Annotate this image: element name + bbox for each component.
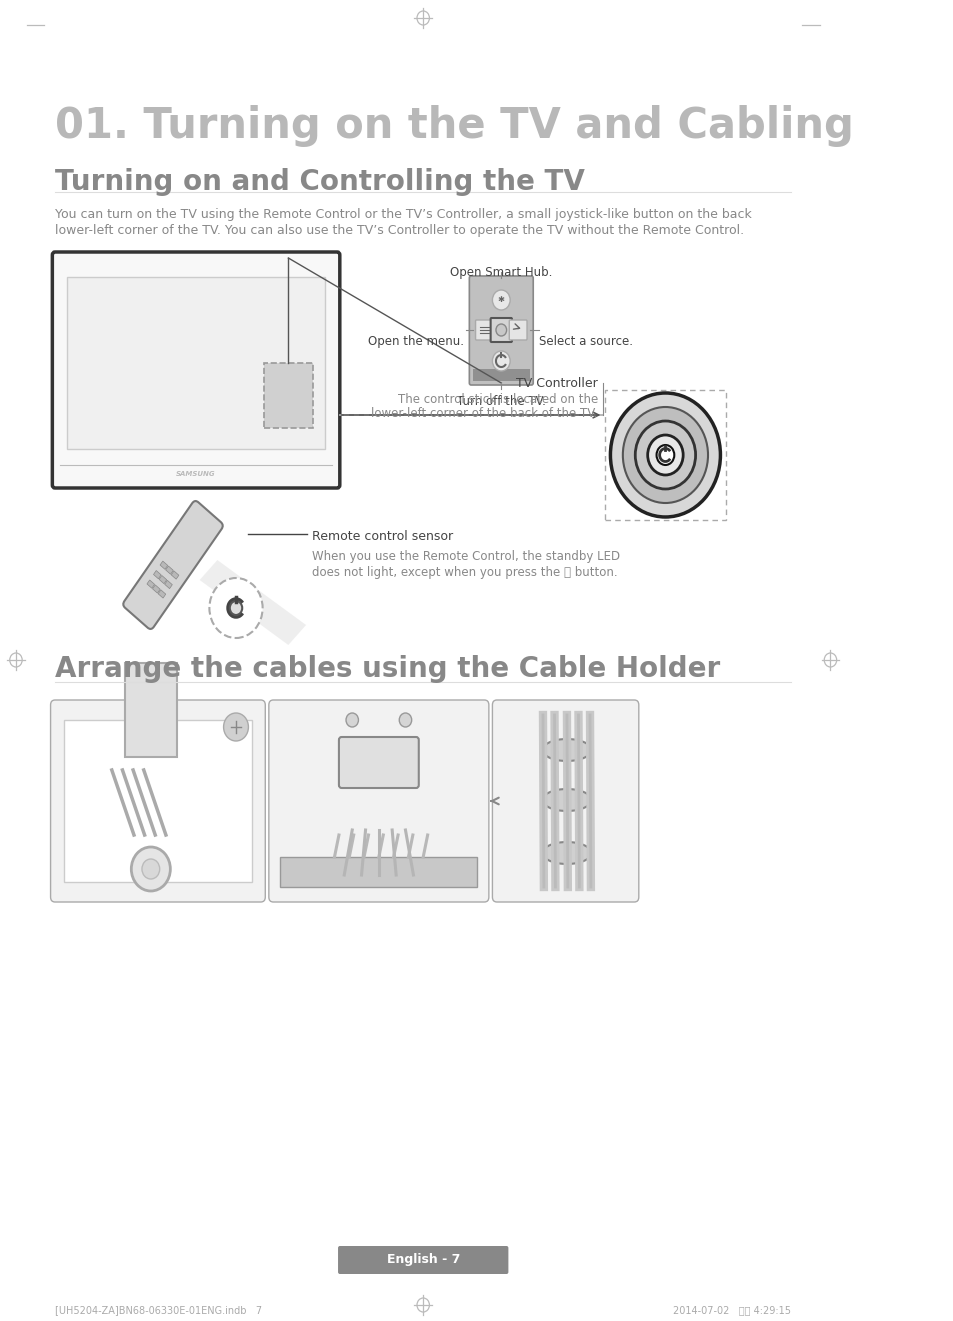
Bar — [280, 857, 476, 886]
Text: lower-left corner of the TV. You can also use the TV’s Controller to operate the: lower-left corner of the TV. You can als… — [55, 225, 743, 236]
Circle shape — [223, 713, 248, 741]
FancyBboxPatch shape — [469, 276, 533, 384]
Text: Turning on and Controlling the TV: Turning on and Controlling the TV — [55, 168, 584, 196]
Circle shape — [492, 291, 510, 310]
Bar — [165, 580, 172, 589]
Ellipse shape — [542, 841, 591, 864]
Text: 01. Turning on the TV and Cabling: 01. Turning on the TV and Cabling — [55, 104, 853, 147]
Text: Arrange the cables using the Cable Holder: Arrange the cables using the Cable Holde… — [55, 655, 720, 683]
Text: When you use the Remote Control, the standby LED: When you use the Remote Control, the sta… — [312, 550, 619, 563]
Text: Remote control sensor: Remote control sensor — [312, 530, 453, 543]
Text: The control stick is located on the: The control stick is located on the — [397, 394, 598, 406]
Bar — [147, 580, 154, 588]
Bar — [171, 571, 178, 579]
Circle shape — [622, 407, 707, 503]
FancyBboxPatch shape — [123, 501, 222, 629]
FancyBboxPatch shape — [337, 1246, 508, 1273]
Circle shape — [635, 421, 695, 489]
Circle shape — [496, 324, 506, 336]
FancyBboxPatch shape — [264, 363, 313, 428]
Circle shape — [610, 394, 720, 517]
Text: Open Smart Hub.: Open Smart Hub. — [450, 266, 552, 279]
Circle shape — [142, 859, 159, 878]
Bar — [152, 585, 160, 593]
FancyBboxPatch shape — [604, 390, 725, 520]
Bar — [159, 576, 167, 584]
Bar — [473, 369, 529, 380]
Text: 2014-07-02   오후 4:29:15: 2014-07-02 오후 4:29:15 — [673, 1305, 791, 1314]
Circle shape — [230, 601, 242, 616]
Ellipse shape — [542, 738, 591, 761]
Circle shape — [656, 445, 674, 465]
Text: TV Controller: TV Controller — [516, 376, 598, 390]
FancyBboxPatch shape — [492, 700, 639, 902]
Text: Select a source.: Select a source. — [538, 336, 632, 347]
FancyBboxPatch shape — [269, 700, 488, 902]
Circle shape — [346, 713, 358, 727]
Text: English - 7: English - 7 — [386, 1252, 459, 1266]
FancyBboxPatch shape — [125, 663, 177, 757]
Text: does not light, except when you press the ⏻ button.: does not light, except when you press th… — [312, 565, 618, 579]
Bar — [153, 571, 161, 579]
Circle shape — [492, 351, 510, 371]
Bar — [160, 561, 168, 569]
Bar — [166, 565, 173, 575]
Text: [UH5204-ZA]BN68-06330E-01ENG.indb   7: [UH5204-ZA]BN68-06330E-01ENG.indb 7 — [55, 1305, 262, 1314]
Text: Open the menu.: Open the menu. — [368, 336, 463, 347]
Bar — [158, 590, 166, 598]
FancyBboxPatch shape — [52, 252, 339, 487]
Circle shape — [647, 435, 682, 476]
Text: lower-left corner of the back of the TV.: lower-left corner of the back of the TV. — [371, 407, 598, 420]
Text: ✱: ✱ — [497, 296, 504, 305]
Bar — [64, 720, 252, 882]
Text: SAMSUNG: SAMSUNG — [176, 472, 215, 477]
Text: You can turn on the TV using the Remote Control or the TV’s Controller, a small : You can turn on the TV using the Remote … — [55, 207, 751, 221]
Text: Turn off the TV.: Turn off the TV. — [456, 395, 545, 408]
Circle shape — [132, 847, 171, 890]
Circle shape — [209, 579, 262, 638]
FancyBboxPatch shape — [51, 700, 265, 902]
Bar — [68, 277, 324, 449]
FancyBboxPatch shape — [338, 737, 418, 789]
FancyBboxPatch shape — [490, 318, 512, 342]
Ellipse shape — [542, 789, 591, 811]
FancyBboxPatch shape — [509, 320, 526, 339]
Circle shape — [399, 713, 412, 727]
FancyBboxPatch shape — [475, 320, 493, 339]
Polygon shape — [199, 560, 306, 645]
